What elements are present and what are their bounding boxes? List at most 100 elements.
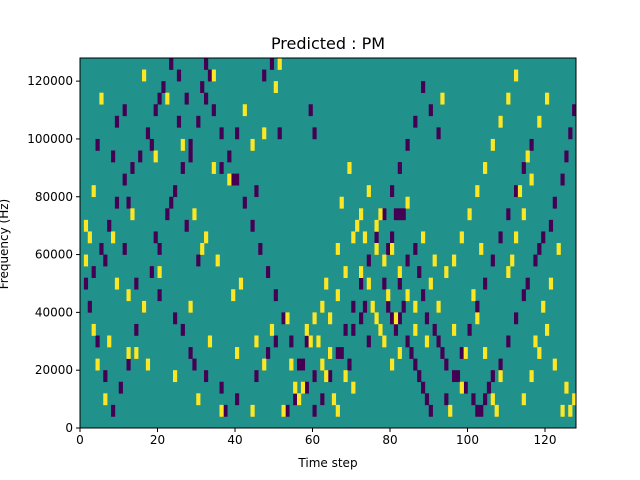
heatmap-cell-low: [452, 370, 457, 383]
heatmap-background: [80, 58, 576, 428]
heatmap-cell-low: [417, 370, 422, 383]
heatmap-cell-low: [95, 138, 100, 151]
heatmap-cell-high: [355, 219, 360, 232]
heatmap-cell-low: [289, 335, 294, 348]
heatmap-cell-high: [277, 58, 282, 70]
heatmap-cell-low: [145, 127, 151, 140]
heatmap-cell-low: [91, 266, 96, 278]
heatmap-cell-high: [370, 300, 375, 313]
heatmap-cell-low: [157, 92, 162, 105]
heatmap-cell-low: [421, 381, 426, 394]
heatmap-cell-high: [359, 266, 364, 278]
heatmap-cell-low: [111, 150, 116, 163]
heatmap-cell-low: [506, 335, 511, 348]
heatmap-cell-high: [289, 358, 294, 371]
heatmap-cell-low: [455, 370, 461, 383]
y-tick-label: 40000: [35, 305, 73, 319]
heatmap-cell-low: [490, 254, 495, 267]
heatmap-cell-low: [126, 358, 131, 371]
heatmap-cell-low: [188, 150, 193, 163]
heatmap-cell-high: [463, 347, 468, 359]
heatmap-cell-low: [475, 300, 480, 313]
heatmap-cell-high: [537, 347, 542, 359]
heatmap-cell-high: [242, 104, 247, 117]
heatmap-cell-high: [335, 289, 340, 302]
heatmap-cell-low: [413, 243, 418, 255]
y-tick-label: 0: [65, 421, 73, 435]
heatmap-cell-high: [91, 185, 96, 198]
heatmap-cell-low: [231, 173, 236, 186]
heatmap-cell-high: [335, 404, 340, 417]
heatmap-cell-high: [134, 347, 139, 359]
heatmap-cell-low: [374, 231, 379, 244]
heatmap-cell-low: [250, 219, 255, 232]
heatmap-cell-low: [421, 81, 426, 93]
heatmap-cell-high: [262, 127, 267, 140]
heatmap-cell-low: [149, 266, 154, 278]
heatmap-cell-high: [91, 323, 96, 336]
heatmap-plot-area: [79, 57, 577, 429]
heatmap-cell-high: [297, 393, 302, 406]
heatmap-cell-high: [126, 347, 131, 359]
heatmap-cell-high: [126, 289, 131, 302]
heatmap-cell-high: [393, 312, 399, 325]
heatmap-cell-low: [262, 69, 267, 82]
heatmap-cell-low: [134, 323, 139, 336]
y-axis: 0 20000 40000 60000 80000 100000 120000: [27, 74, 80, 435]
heatmap-cell-low: [304, 335, 309, 348]
x-tick-label: 120: [534, 433, 557, 447]
heatmap-cell-high: [320, 358, 325, 371]
heatmap-cell-high: [200, 243, 205, 255]
heatmap-cell-high: [347, 162, 352, 174]
heatmap-cell-high: [498, 370, 503, 383]
heatmap-cell-low: [525, 277, 530, 290]
heatmap-cell-high: [196, 393, 201, 406]
heatmap-cell-low: [351, 300, 356, 313]
heatmap-cell-low: [366, 335, 371, 348]
heatmap-cell-low: [397, 208, 402, 221]
heatmap-cell-high: [548, 277, 554, 290]
heatmap-cell-high: [262, 358, 267, 371]
heatmap-cell-low: [204, 58, 209, 70]
heatmap-cell-low: [297, 358, 302, 371]
y-axis-label: Frequency (Hz): [0, 199, 11, 290]
heatmap-cell-high: [545, 92, 550, 105]
heatmap-cell-low: [312, 370, 317, 383]
heatmap-cell-high: [95, 358, 100, 371]
heatmap-cell-low: [506, 208, 511, 221]
heatmap-cell-low: [130, 162, 135, 174]
heatmap-cell-low: [103, 370, 108, 383]
heatmap-cell-high: [285, 312, 290, 325]
heatmap-cell-high: [111, 231, 116, 244]
heatmap-cell-low: [459, 347, 464, 359]
heatmap-cell-low: [308, 104, 313, 117]
heatmap-cell-high: [273, 81, 278, 93]
heatmap-cell-low: [300, 358, 306, 371]
heatmap-cell-high: [324, 370, 329, 383]
heatmap-cell-low: [161, 81, 166, 93]
heatmap-cell-low: [432, 323, 437, 336]
heatmap-cells: [83, 58, 577, 417]
heatmap-cell-low: [386, 243, 391, 255]
heatmap-cell-low: [498, 358, 503, 371]
heatmap-cell-high: [452, 323, 457, 336]
heatmap-cell-low: [180, 162, 185, 174]
heatmap-cell-high: [351, 381, 356, 394]
heatmap-cell-high: [211, 69, 216, 82]
heatmap-cell-high: [386, 289, 391, 302]
heatmap-cell-low: [393, 208, 399, 221]
x-tick-label: 100: [456, 433, 479, 447]
heatmap-cell-low: [564, 150, 569, 163]
y-tick-label: 80000: [35, 190, 73, 204]
heatmap-cell-high: [479, 243, 484, 255]
heatmap-cell-low: [83, 277, 89, 290]
heatmap-cell-low: [149, 138, 154, 151]
heatmap-cell-low: [386, 300, 391, 313]
heatmap-cell-low: [184, 92, 189, 105]
heatmap-cell-high: [374, 312, 379, 325]
heatmap-cell-low: [219, 127, 224, 140]
heatmap-cell-high: [494, 404, 499, 417]
heatmap-cell-low: [560, 173, 565, 186]
heatmap-cell-high: [521, 393, 526, 406]
heatmap-cell-high: [560, 404, 565, 417]
